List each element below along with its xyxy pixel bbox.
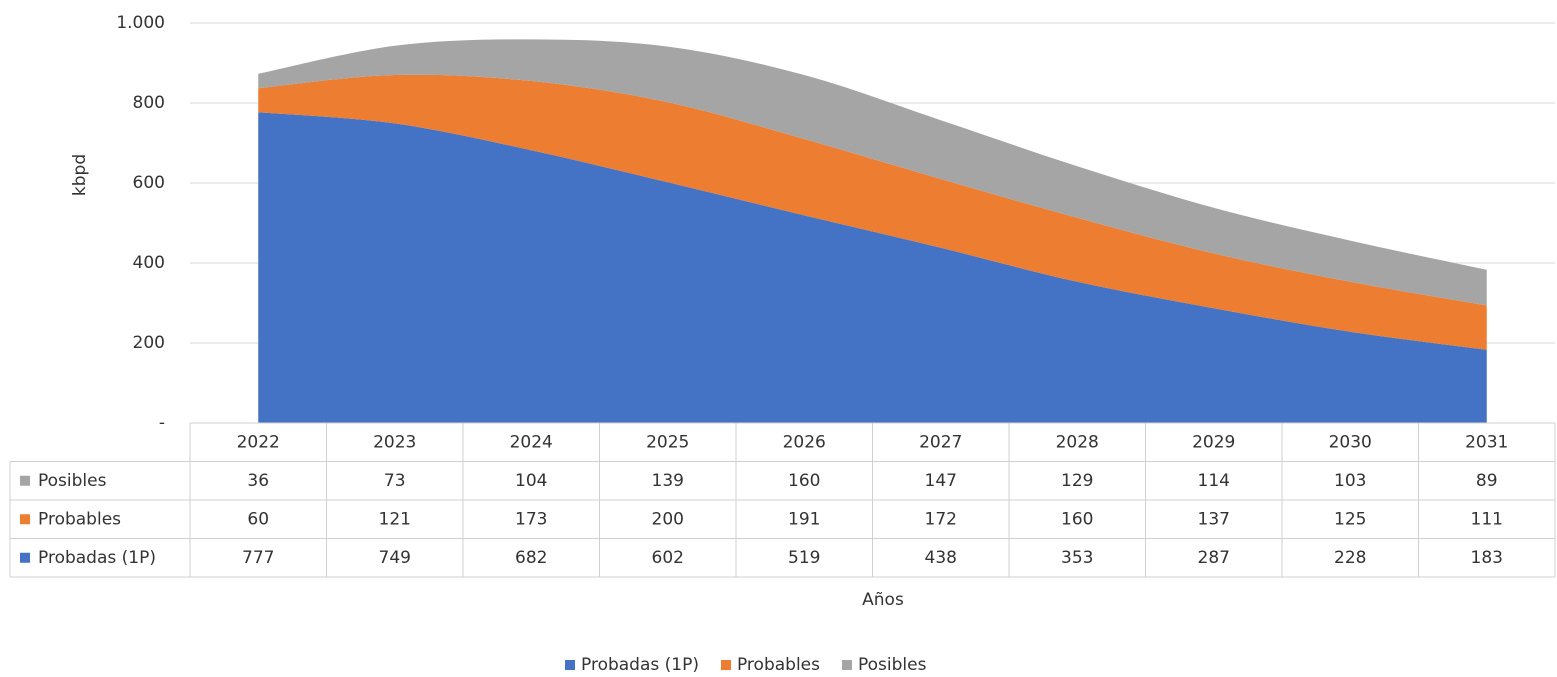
table-cell: 353: [1061, 548, 1093, 568]
table-cell: 438: [925, 548, 957, 568]
legend-swatch: [565, 660, 575, 670]
y-tick-label: 600: [133, 173, 165, 193]
y-tick-label: 400: [133, 253, 165, 273]
legend-label: Probadas (1P): [581, 655, 699, 675]
legend-label: Posibles: [858, 655, 927, 675]
y-tick-label: 1.000: [116, 13, 165, 33]
legend-label: Probables: [737, 655, 820, 675]
x-tick-label: 2031: [1465, 432, 1508, 452]
table-cell: 191: [788, 509, 820, 529]
area: [258, 39, 1487, 306]
table-row-label: Posibles: [38, 471, 107, 491]
table-cell: 103: [1334, 471, 1366, 491]
x-tick-label: 2028: [1056, 432, 1099, 452]
table-cell: 160: [788, 471, 820, 491]
legend-swatch: [720, 660, 731, 670]
table-cell: 749: [379, 548, 411, 568]
table-cell: 36: [247, 471, 269, 491]
x-axis-label: Años: [862, 590, 904, 610]
table-swatch: [20, 552, 30, 563]
table-cell: 183: [1471, 548, 1503, 568]
table-cell: 60: [247, 509, 269, 529]
table-cell: 160: [1061, 509, 1093, 529]
table-cell: 104: [515, 471, 547, 491]
table-cell: 172: [925, 509, 957, 529]
x-tick-label: 2026: [783, 432, 826, 452]
x-tick-label: 2022: [237, 432, 280, 452]
x-tick-label: 2023: [373, 432, 416, 452]
x-tick-label: 2029: [1192, 432, 1235, 452]
table-cell: 139: [652, 471, 684, 491]
x-tick-label: 2024: [510, 432, 553, 452]
table-cell: 519: [788, 548, 820, 568]
table-cell: 147: [925, 471, 957, 491]
table-swatch: [20, 475, 30, 486]
table-cell: 129: [1061, 471, 1093, 491]
y-axis-label: kbpd: [70, 154, 90, 196]
table-cell: 173: [515, 509, 547, 529]
table-cell: 602: [652, 548, 684, 568]
area: [258, 112, 1487, 423]
table-cell: 121: [379, 509, 411, 529]
table-swatch: [20, 514, 30, 525]
table-row-label: Probables: [38, 509, 121, 529]
y-tick-label: 200: [133, 333, 165, 353]
table-cell: 114: [1198, 471, 1230, 491]
table-cell: 89: [1476, 471, 1498, 491]
table-cell: 682: [515, 548, 547, 568]
x-tick-label: 2025: [646, 432, 689, 452]
table-row-label: Probadas (1P): [38, 548, 156, 568]
x-tick-label: 2030: [1329, 432, 1372, 452]
table-cell: 111: [1471, 509, 1503, 529]
area: [258, 74, 1487, 350]
x-tick-label: 2027: [919, 432, 962, 452]
legend-swatch: [842, 660, 852, 670]
table-cell: 137: [1198, 509, 1230, 529]
table-cell: 200: [652, 509, 684, 529]
table-cell: 228: [1334, 548, 1366, 568]
table-cell: 777: [242, 548, 274, 568]
y-tick-label: 800: [133, 93, 165, 113]
table-cell: 287: [1198, 548, 1230, 568]
table-cell: 125: [1334, 509, 1366, 529]
y-tick-label: -: [159, 413, 165, 433]
table-cell: 73: [384, 471, 406, 491]
